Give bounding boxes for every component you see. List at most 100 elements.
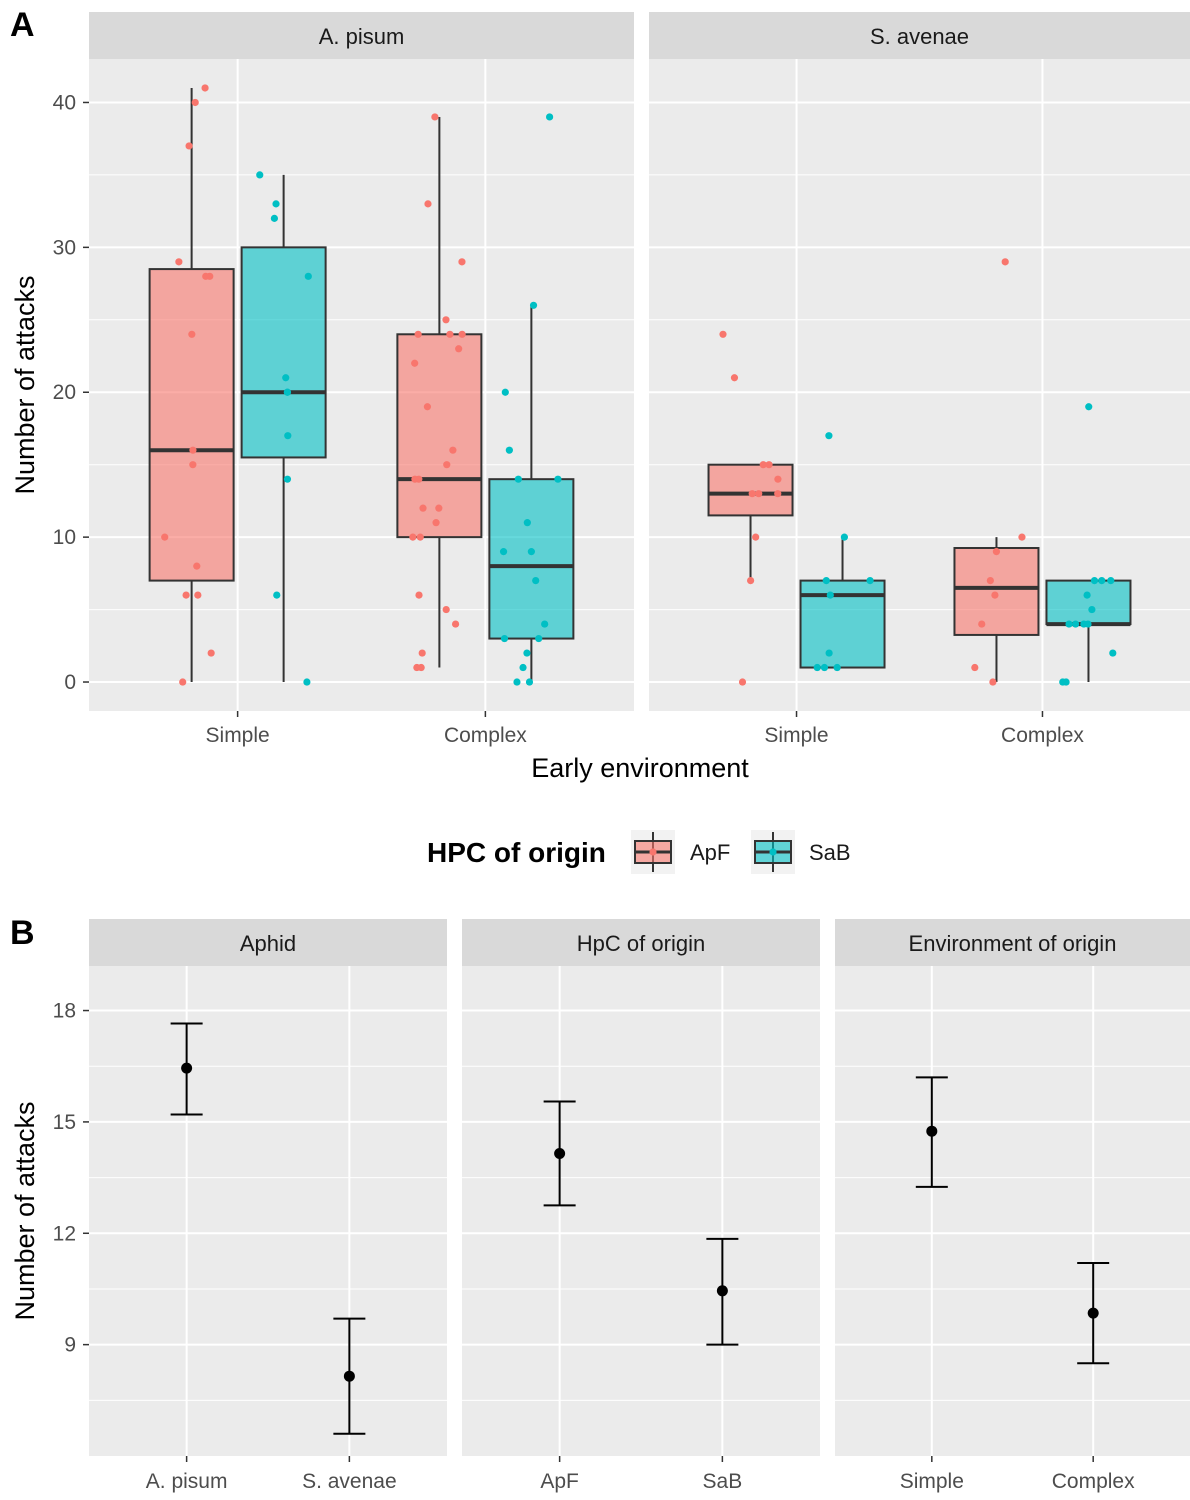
data-point	[989, 678, 997, 686]
chart-a: A. pisum Simple Complex S. avenae Simple Comp…	[10, 12, 1190, 783]
data-point	[1107, 577, 1115, 585]
data-point	[189, 446, 197, 454]
data-point	[424, 200, 432, 208]
data-point	[813, 663, 821, 672]
data-point	[554, 475, 562, 483]
data-point	[755, 490, 763, 498]
data-point	[738, 678, 747, 686]
plot-panel	[835, 966, 1190, 1456]
data-point	[1071, 620, 1080, 628]
errorbar-simple	[915, 1076, 948, 1188]
data-point	[822, 577, 830, 585]
box-SaB-simple	[240, 171, 327, 686]
data-point	[523, 649, 531, 657]
data-point	[826, 591, 834, 599]
box-body	[1045, 579, 1132, 626]
panel-tag-a: A	[10, 6, 35, 44]
x-tick-label: A. pisum	[146, 1470, 228, 1493]
box-body	[488, 478, 575, 640]
data-point	[978, 620, 986, 628]
data-point	[411, 475, 419, 483]
facet-title: HpC of origin	[577, 931, 705, 956]
data-point	[748, 490, 756, 498]
data-point	[185, 142, 193, 150]
x-tick-label: S. avenae	[302, 1470, 397, 1493]
box-ApF-simple	[148, 84, 235, 686]
facet-title: A. pisum	[319, 24, 405, 49]
data-point	[272, 200, 280, 208]
data-point	[535, 634, 543, 643]
data-point	[1109, 649, 1117, 657]
data-point	[458, 258, 466, 266]
data-point	[752, 533, 760, 541]
data-point	[414, 330, 422, 338]
legend: HPC of origin ApF SaB	[427, 830, 851, 874]
data-point	[256, 171, 264, 179]
facet-b-3: Environment of origin Simple Complex	[835, 919, 1190, 1493]
data-point	[1088, 605, 1096, 614]
y-tick-label: 10	[53, 526, 76, 549]
box-SaB-simple	[799, 432, 886, 672]
data-point	[833, 663, 841, 672]
y-tick-label: 15	[53, 1111, 76, 1134]
data-point	[179, 678, 187, 686]
x-tick-label: Simple	[900, 1470, 964, 1493]
data-point	[304, 272, 312, 280]
box-body	[707, 463, 794, 517]
y-tick-label: 40	[53, 91, 76, 114]
data-point	[415, 591, 423, 599]
data-point	[442, 605, 450, 614]
facet-strip	[835, 919, 1190, 966]
data-point	[273, 591, 281, 599]
data-point	[423, 403, 432, 411]
errorbar-complex	[1077, 1261, 1110, 1365]
y-tick-label: 0	[64, 671, 76, 694]
data-point	[719, 330, 727, 338]
y-axis-title: Number of attacks	[10, 1101, 40, 1320]
data-point	[194, 591, 202, 599]
data-point	[774, 490, 782, 498]
data-point	[458, 330, 466, 338]
data-point	[992, 548, 1001, 556]
y-tick-label: 18	[53, 1000, 76, 1023]
data-point	[442, 316, 450, 324]
data-point	[499, 548, 508, 556]
data-point	[189, 461, 197, 469]
facet-b-2: HpC of origin ApF SaB	[462, 919, 820, 1493]
data-point	[513, 678, 521, 686]
data-point	[303, 678, 311, 686]
data-point	[409, 533, 417, 541]
errorbar-sab	[706, 1237, 739, 1346]
data-point	[416, 533, 424, 541]
box-body	[396, 333, 483, 539]
facet-a-2: S. avenae Simple Complex	[649, 12, 1190, 747]
facet-b-1: Aphid A. pisum S. avenae	[89, 919, 447, 1493]
errorbar-apf	[543, 1100, 576, 1207]
data-point	[431, 113, 439, 121]
facet-title: Environment of origin	[909, 931, 1117, 956]
data-point	[991, 591, 999, 599]
y-tick-label: 30	[53, 236, 76, 259]
data-point	[532, 577, 540, 585]
data-point	[435, 504, 443, 512]
box-body	[240, 246, 327, 459]
mean-point	[926, 1125, 938, 1137]
data-point	[840, 533, 848, 541]
x-tick-label: Simple	[206, 724, 270, 747]
data-point	[986, 577, 994, 585]
data-point	[1098, 577, 1106, 585]
data-point	[443, 461, 451, 469]
data-point	[282, 374, 290, 382]
data-point	[765, 461, 773, 469]
data-point	[825, 649, 833, 657]
data-point	[759, 461, 767, 469]
mean-point	[716, 1285, 728, 1297]
panel-tag-b: B	[10, 914, 35, 952]
legend-item-apf: ApF	[631, 830, 730, 874]
data-point	[175, 258, 183, 266]
data-point	[866, 577, 874, 585]
data-point	[1062, 678, 1070, 686]
box-ApF-complex	[953, 258, 1040, 686]
data-point	[747, 577, 755, 585]
mean-point	[1087, 1307, 1099, 1319]
